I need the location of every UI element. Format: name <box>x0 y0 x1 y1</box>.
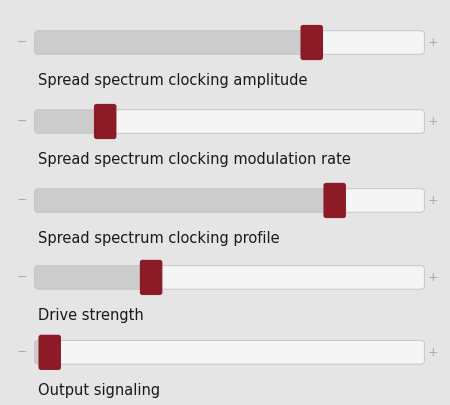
FancyBboxPatch shape <box>35 189 338 212</box>
FancyBboxPatch shape <box>35 31 424 54</box>
Text: +: + <box>428 36 438 49</box>
FancyBboxPatch shape <box>35 110 424 133</box>
Text: +: + <box>428 194 438 207</box>
FancyBboxPatch shape <box>39 335 61 370</box>
Text: +: + <box>428 346 438 359</box>
FancyBboxPatch shape <box>94 104 117 139</box>
Text: Spread spectrum clocking amplitude: Spread spectrum clocking amplitude <box>38 73 308 89</box>
FancyBboxPatch shape <box>35 31 315 54</box>
Text: −: − <box>16 194 27 207</box>
FancyBboxPatch shape <box>35 341 424 364</box>
FancyBboxPatch shape <box>35 266 424 289</box>
Text: −: − <box>16 36 27 49</box>
FancyBboxPatch shape <box>35 266 155 289</box>
Text: Spread spectrum clocking modulation rate: Spread spectrum clocking modulation rate <box>38 152 351 168</box>
Text: −: − <box>16 115 27 128</box>
FancyBboxPatch shape <box>35 341 54 364</box>
FancyBboxPatch shape <box>324 183 346 218</box>
Text: −: − <box>16 346 27 359</box>
Text: +: + <box>428 115 438 128</box>
Text: +: + <box>428 271 438 284</box>
FancyBboxPatch shape <box>301 25 323 60</box>
Text: −: − <box>16 271 27 284</box>
FancyBboxPatch shape <box>140 260 162 295</box>
Text: Drive strength: Drive strength <box>38 308 144 324</box>
FancyBboxPatch shape <box>35 110 109 133</box>
Text: Output signaling: Output signaling <box>38 383 160 399</box>
Text: Spread spectrum clocking profile: Spread spectrum clocking profile <box>38 231 280 247</box>
FancyBboxPatch shape <box>35 189 424 212</box>
